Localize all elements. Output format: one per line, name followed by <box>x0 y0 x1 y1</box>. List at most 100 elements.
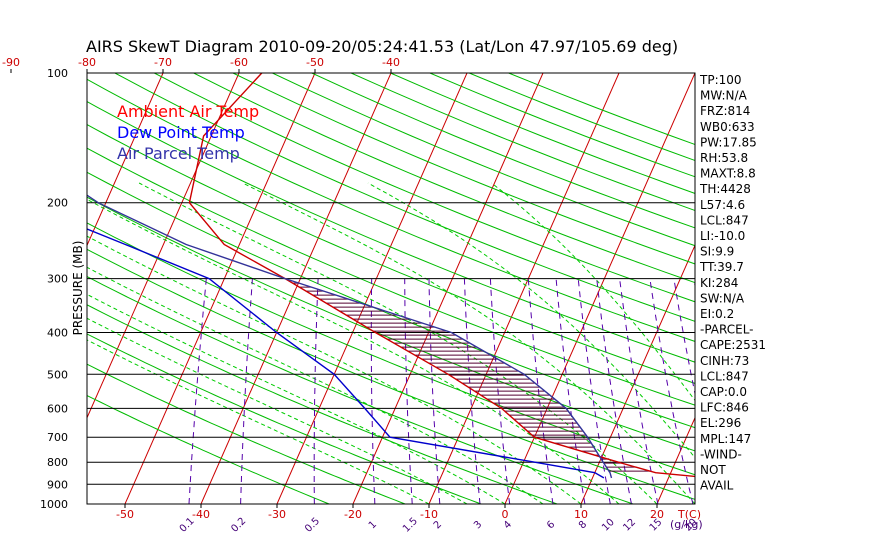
mixing-ratio-label: 4 <box>502 519 514 531</box>
mixing-ratio-label: 1 <box>367 519 379 531</box>
dry-adiabat-line <box>87 395 330 504</box>
dry-adiabat-line <box>87 248 695 500</box>
stat-line: LCL:847 <box>700 369 749 383</box>
mixing-ratio-label: 0.2 <box>229 516 248 535</box>
mixing-ratio-line <box>649 278 694 504</box>
stat-line: TH:4428 <box>699 182 751 196</box>
profile-series <box>87 73 695 479</box>
moist-adiabat-line <box>87 293 506 504</box>
stat-line: L57:4.6 <box>700 198 745 212</box>
dry-adiabat-line <box>272 73 695 247</box>
moist-adiabat-line <box>367 182 695 459</box>
air-parcel-templine <box>87 194 613 479</box>
legend-entry: Air Parcel Temp <box>117 144 240 163</box>
dry-adiabat-line <box>232 73 695 265</box>
stat-line: EI:0.2 <box>700 307 734 321</box>
isotherm-line <box>809 73 870 504</box>
moist-adiabat-line <box>87 317 468 504</box>
stat-line: AVAIL <box>700 479 734 493</box>
stat-line: MAXT:8.8 <box>700 167 756 181</box>
dry-adiabat-line <box>87 147 695 406</box>
top-temp-tick-label: -50 <box>306 56 324 69</box>
pressure-tick-label: 900 <box>47 478 68 491</box>
legend-entry: Ambient Air Temp <box>117 102 259 121</box>
top-temp-tick-label: -60 <box>230 56 248 69</box>
bottom-temp-tick-label: -20 <box>344 508 362 521</box>
pressure-tick-labels: 100 200 300 400 500 600 700 800 900 1000 <box>40 67 68 511</box>
mixing-ratio-label: 0.5 <box>303 516 322 535</box>
pressure-tick-label: 200 <box>47 197 68 210</box>
mixing-ratio-line <box>370 278 376 504</box>
bottom-temp-tick-label: 0 <box>502 508 509 521</box>
mixing-ratio-label: 6 <box>545 519 557 531</box>
dry-adiabat-line <box>193 73 695 284</box>
pressure-tick-label: 600 <box>47 402 68 415</box>
pressure-tick-label: 100 <box>47 67 68 80</box>
stat-line: LFC:846 <box>700 401 749 415</box>
dry-adiabat-line <box>350 73 695 212</box>
dry-adiabat-line <box>154 73 695 303</box>
stat-line: EL:296 <box>700 416 741 430</box>
moist-adiabat-lines <box>87 182 695 504</box>
isotherm-line <box>87 73 240 420</box>
mixing-ratio-line <box>596 278 632 504</box>
mixing-ratio-line <box>428 278 441 504</box>
dry-adiabat-line <box>87 304 558 504</box>
dry-adiabat-line <box>87 101 695 363</box>
bottom-temp-tick-label: 20 <box>650 508 664 521</box>
mixing-ratio-lines <box>188 278 695 504</box>
moist-adiabat-line <box>87 235 582 504</box>
stat-line: MPL:147 <box>700 432 751 446</box>
mixing-ratio-label: 1.5 <box>401 516 420 535</box>
mixing-ratio-line <box>463 278 481 504</box>
mixing-ratio-label: 2 <box>432 519 444 531</box>
dry-adiabat-line <box>390 73 695 194</box>
bottom-temp-tick-label: -50 <box>116 508 134 521</box>
mixing-ratio-label: 12 <box>621 517 638 534</box>
dry-adiabat-line <box>87 124 695 384</box>
stat-line: CAPE:2531 <box>700 338 766 352</box>
dry-adiabat-line <box>87 333 482 504</box>
stat-line: -WIND- <box>700 447 742 461</box>
temp-axis-unit: T(C) <box>677 508 701 521</box>
stat-line: CINH:73 <box>700 354 749 368</box>
mixing-ratio-line <box>404 278 413 504</box>
stat-line: LI:-10.0 <box>700 229 745 243</box>
mixing-ratio-line <box>489 278 511 504</box>
top-temp-tick-label: -70 <box>154 56 172 69</box>
legend: Ambient Air Temp Dew Point Temp Air Parcel… <box>117 102 259 163</box>
pressure-tick-label: 300 <box>47 273 68 286</box>
pressure-tick-label: 800 <box>47 456 68 469</box>
dry-adiabat-line <box>87 78 695 342</box>
top-temp-tick-label: -40 <box>382 56 400 69</box>
stat-line: CAP:0.0 <box>700 385 747 399</box>
top-temp-tick-label: -90 <box>2 56 20 69</box>
dry-adiabat-line <box>87 196 695 452</box>
isotherm-line <box>656 416 695 504</box>
stat-line: KI:284 <box>700 276 738 290</box>
stat-line: LCL:847 <box>700 213 749 227</box>
cape-hatch-area <box>285 278 651 472</box>
stat-line: SW:N/A <box>700 291 745 305</box>
dry-adiabat-line <box>87 276 634 504</box>
isotherm-line <box>276 73 468 504</box>
mixing-ratio-unit: (g/kg) <box>670 518 703 531</box>
stat-line: FRZ:814 <box>700 104 750 118</box>
bottom-temp-tick-label: -10 <box>420 508 438 521</box>
stat-line: TT:39.7 <box>699 260 744 274</box>
mixing-ratio-labels: 0.1 0.2 0.5 1 1.5 2 3 4 6 8 10 12 15 20 <box>178 516 700 535</box>
stat-line: WB0:633 <box>700 120 755 134</box>
pressure-lines <box>87 73 695 504</box>
bottom-temp-tick-label: -40 <box>192 508 210 521</box>
bottom-temp-tick-labels: -50 -40 -30 -20 -10 0 10 20 <box>116 504 664 521</box>
mixing-ratio-label: 10 <box>600 517 617 534</box>
dew-point-templine <box>87 228 605 479</box>
pressure-tick-label: 400 <box>47 326 68 339</box>
stat-line: PW:17.85 <box>700 135 757 149</box>
top-temp-tick-labels: -120-110-100-90-80-70-60-50-40 <box>2 56 400 73</box>
y-axis-label: PRESSURE (MB) <box>71 241 85 336</box>
stat-line: NOT <box>700 463 726 477</box>
mixing-ratio-line <box>577 278 611 504</box>
